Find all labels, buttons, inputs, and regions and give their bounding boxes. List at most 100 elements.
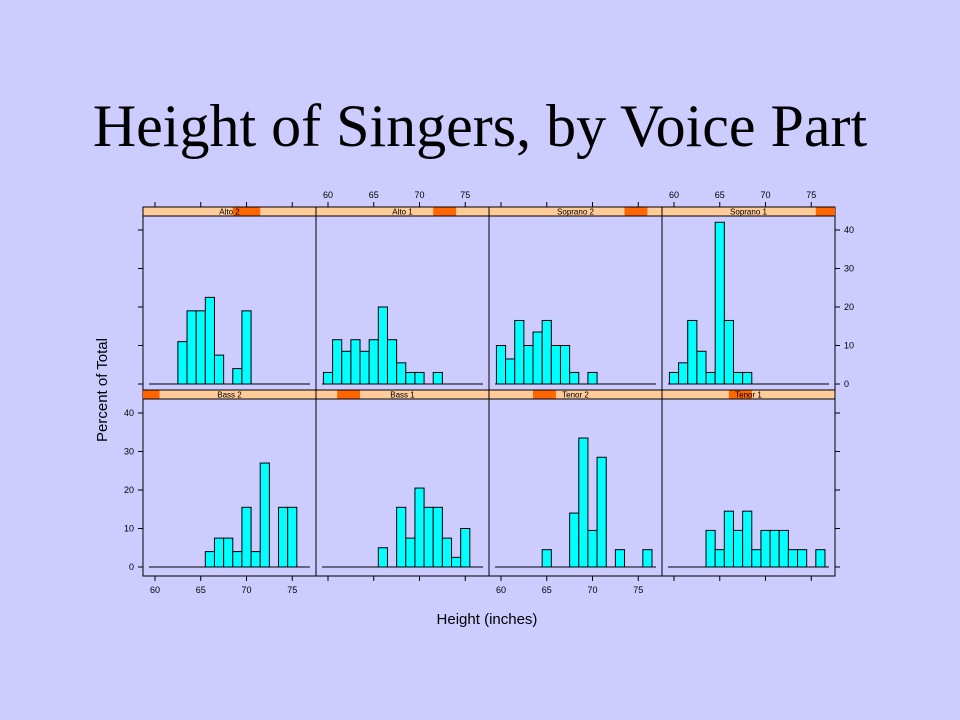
histogram-bar xyxy=(587,529,598,568)
panels-layer: Alto 2 Alto 1 Soprano 2 Soprano 1 Bass 2 Bass… xyxy=(124,190,854,595)
histogram-bar xyxy=(460,528,471,568)
histogram-bar xyxy=(696,350,707,385)
panel-bass-1: Bass 1 xyxy=(315,389,490,577)
histogram-bar xyxy=(414,371,425,385)
histogram-bar xyxy=(186,310,197,385)
histogram-bar xyxy=(705,529,716,568)
x-tick-label: 70 xyxy=(760,190,770,200)
histogram-bar xyxy=(241,506,252,568)
strip-range-marker xyxy=(815,207,835,216)
histogram-bar xyxy=(723,319,734,385)
x-axis-label: Height (inches) xyxy=(437,611,538,628)
histogram-bar xyxy=(213,354,225,385)
x-tick-label: 65 xyxy=(542,585,552,595)
x-tick-label: 75 xyxy=(806,190,816,200)
strip-label: Bass 2 xyxy=(217,391,242,400)
histogram-bar xyxy=(451,556,462,568)
strip-range-marker xyxy=(337,390,361,399)
histogram-bar xyxy=(541,549,552,568)
histogram-bar xyxy=(523,345,534,385)
histogram-bar xyxy=(732,371,744,385)
strip-label: Tenor 2 xyxy=(562,391,589,400)
histogram-bar xyxy=(596,456,607,568)
histogram-bar xyxy=(732,529,744,568)
histogram-bar xyxy=(587,371,598,385)
x-tick-label: 65 xyxy=(196,585,206,595)
panel-alto-2: Alto 2 xyxy=(142,206,317,391)
histogram-bar xyxy=(423,506,434,568)
histogram-bar xyxy=(797,549,808,568)
histogram-bar xyxy=(714,549,725,568)
histogram-bar xyxy=(204,296,215,385)
strip-label: Soprano 1 xyxy=(730,208,767,217)
x-tick-label: 75 xyxy=(287,585,297,595)
y-tick-label: 0 xyxy=(844,379,849,389)
histogram-bar xyxy=(350,339,361,385)
strip-range-marker xyxy=(728,390,752,399)
histogram-bar xyxy=(760,529,771,568)
histogram-bar xyxy=(396,362,407,385)
histogram-bar xyxy=(614,549,626,568)
histogram-bar xyxy=(787,549,799,568)
y-tick-label: 40 xyxy=(844,225,854,235)
slide-title: Height of Singers, by Voice Part xyxy=(92,93,868,159)
panel-tenor-1: Tenor 1 xyxy=(661,389,836,577)
histogram-bar xyxy=(386,339,398,385)
histogram-bar xyxy=(405,371,416,385)
histogram-bar xyxy=(541,319,552,385)
histogram-bar xyxy=(332,339,343,385)
histogram-bar xyxy=(377,547,388,568)
x-tick-label: 60 xyxy=(323,190,333,200)
histogram-bar xyxy=(441,537,453,568)
y-tick-label: 40 xyxy=(124,408,134,418)
strip-range-marker xyxy=(433,207,457,216)
y-tick-label: 30 xyxy=(844,264,854,274)
histogram-bar xyxy=(368,339,379,385)
histogram-bar xyxy=(223,537,234,568)
histogram-bar xyxy=(559,345,571,385)
histogram-bar xyxy=(569,371,580,385)
histogram-bar xyxy=(714,221,725,385)
histogram-bar xyxy=(341,350,352,385)
strip-range-marker xyxy=(232,207,261,216)
x-tick-label: 65 xyxy=(369,190,379,200)
histogram-bar xyxy=(815,549,826,568)
y-tick-label: 20 xyxy=(844,302,854,312)
strip-label: Tenor 1 xyxy=(735,391,762,400)
histogram-bar xyxy=(550,345,561,385)
panel-soprano-1: Soprano 1 xyxy=(661,206,836,391)
strip-range-marker xyxy=(143,390,160,399)
histogram-bar xyxy=(514,319,525,385)
histogram-bar xyxy=(278,506,289,568)
panel-frame xyxy=(661,398,836,577)
panel-tenor-2: Tenor 2 xyxy=(488,389,663,577)
panel-soprano-2: Soprano 2 xyxy=(488,206,663,391)
strip-range-marker xyxy=(624,207,648,216)
histogram-bar xyxy=(495,345,507,385)
histogram-bar xyxy=(432,506,443,568)
histogram-bar xyxy=(204,551,215,568)
histogram-bar xyxy=(778,529,789,568)
histogram-bar xyxy=(177,341,188,385)
strip-label: Alto 1 xyxy=(392,208,413,217)
x-tick-label: 60 xyxy=(669,190,679,200)
histogram-bar xyxy=(642,549,653,568)
histogram-bar xyxy=(250,551,261,568)
x-tick-label: 75 xyxy=(460,190,470,200)
histogram-bar xyxy=(705,371,716,385)
histogram-bar xyxy=(769,529,780,568)
x-tick-label: 75 xyxy=(633,585,643,595)
histogram-bar xyxy=(505,358,516,385)
histogram-bar xyxy=(232,368,243,385)
histogram-bar xyxy=(359,350,370,385)
histogram-bar xyxy=(532,331,543,385)
histogram-bar xyxy=(723,510,734,568)
histogram-bar xyxy=(569,512,580,568)
histogram-bar xyxy=(241,310,252,385)
histogram-bar xyxy=(322,371,334,385)
strip-label: Alto 2 xyxy=(219,208,240,217)
histogram-bar xyxy=(405,537,416,568)
x-tick-label: 65 xyxy=(715,190,725,200)
panel-bass-2: Bass 2 xyxy=(142,389,317,577)
panel-frame xyxy=(142,215,317,391)
